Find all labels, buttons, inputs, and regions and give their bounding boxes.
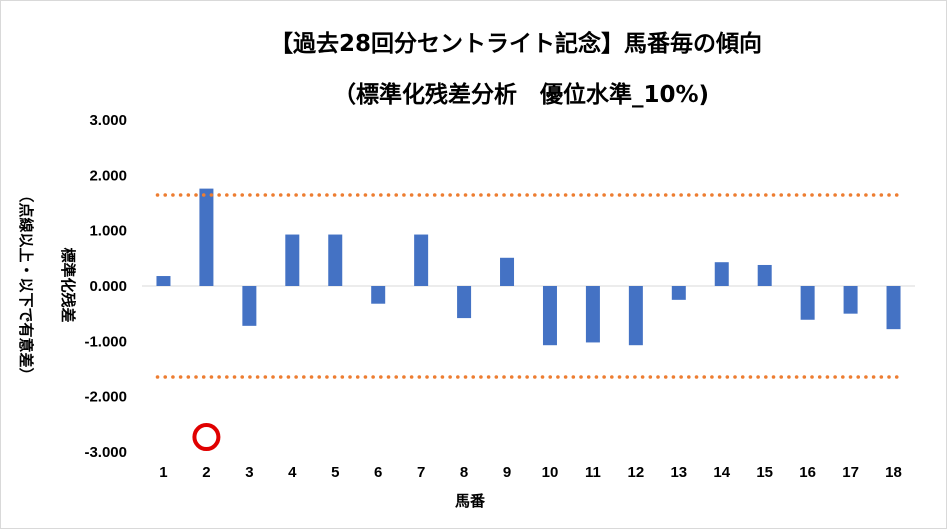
chart-title-line2: （標準化残差分析 優位水準_10%): [333, 81, 709, 108]
bar-horse-4: [285, 234, 300, 286]
bar-horse-5: [328, 234, 343, 286]
x-tick-label: 5: [331, 464, 339, 481]
x-tick-label: 15: [756, 464, 773, 481]
y-tick-label: -1.000: [84, 333, 127, 350]
x-tick-label: 7: [417, 464, 425, 481]
bars-group: [156, 188, 901, 346]
x-tick-label: 17: [842, 464, 859, 481]
x-tick-label: 11: [585, 464, 601, 481]
bar-horse-17: [843, 286, 858, 314]
bar-horse-8: [457, 286, 472, 319]
x-tick-label: 18: [885, 464, 902, 481]
y-tick-label: 0.000: [89, 278, 127, 295]
y-axis-label-main: 標準化残差: [59, 247, 77, 322]
x-tick-label: 1: [159, 464, 167, 481]
bar-horse-7: [414, 234, 429, 286]
x-tick-label: 8: [460, 464, 468, 481]
y-axis-title: 標準化残差 （点線以上・以下で有意差）: [17, 187, 77, 382]
bar-horse-3: [242, 286, 257, 326]
bar-horse-15: [757, 264, 772, 286]
x-tick-label: 14: [713, 464, 730, 481]
bar-horse-9: [500, 257, 515, 286]
y-axis-ticks: 3.000 2.000 1.000 0.000 -1.000 -2.000 -3.000: [84, 112, 127, 461]
y-tick-label: 1.000: [89, 223, 127, 240]
bar-horse-2: [199, 188, 214, 286]
x-axis-ticks: 1 2 3 4 5 6 7 8 9 10 11 12 13 14 15 16 17 18: [159, 464, 902, 481]
x-tick-label: 6: [374, 464, 382, 481]
y-tick-label: 2.000: [89, 167, 127, 184]
bar-horse-16: [800, 286, 815, 320]
x-tick-label: 9: [503, 464, 511, 481]
highlight-circle-marker: [192, 423, 221, 452]
bar-horse-12: [628, 286, 643, 346]
y-tick-label: -2.000: [84, 389, 127, 406]
bar-horse-18: [886, 286, 901, 330]
x-tick-label: 13: [670, 464, 687, 481]
x-axis-title: 馬番: [455, 492, 486, 510]
bar-horse-10: [542, 286, 557, 346]
x-tick-label: 2: [202, 464, 210, 481]
x-tick-label: 4: [288, 464, 297, 481]
y-tick-label: 3.000: [89, 112, 127, 129]
bar-horse-11: [585, 286, 600, 343]
bar-horse-14: [714, 262, 729, 286]
y-tick-label: -3.000: [84, 444, 127, 461]
bar-horse-6: [371, 286, 386, 304]
x-tick-label: 16: [799, 464, 816, 481]
x-tick-label: 3: [245, 464, 253, 481]
bar-horse-13: [671, 286, 686, 300]
bar-horse-1: [156, 276, 171, 286]
y-axis-label-note: （点線以上・以下で有意差）: [17, 187, 35, 382]
x-tick-label: 10: [542, 464, 559, 481]
chart-title-line1: 【過去28回分セントライト記念】馬番毎の傾向: [270, 30, 762, 57]
threshold-lines: [155, 193, 902, 379]
x-tick-label: 12: [628, 464, 645, 481]
